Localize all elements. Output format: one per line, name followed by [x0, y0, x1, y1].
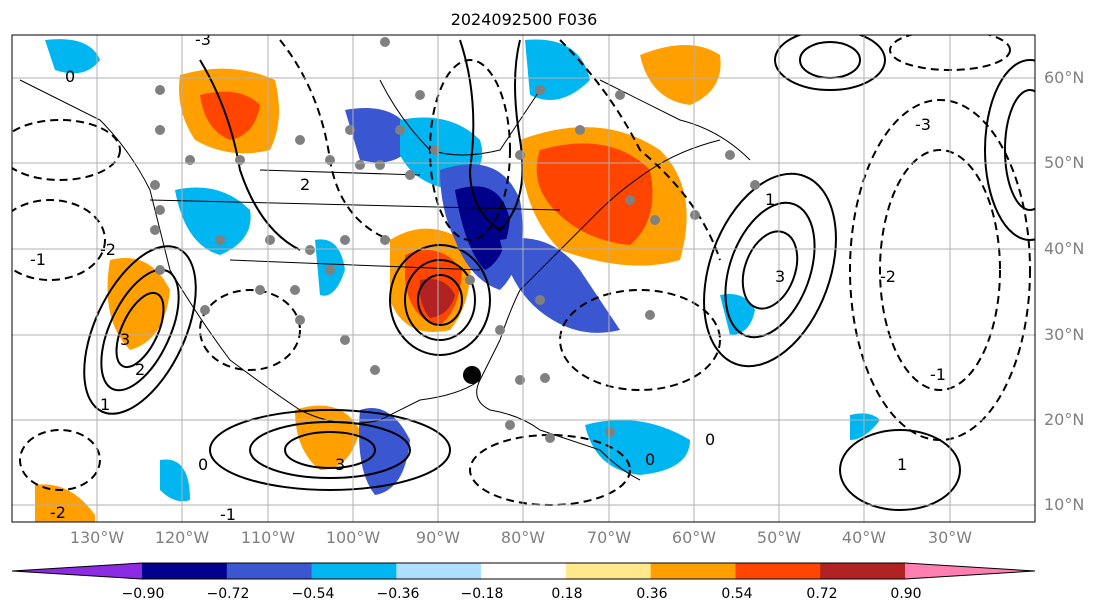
colorbar-extend-max [905, 563, 1035, 579]
colorbar-segment [396, 563, 482, 579]
contour-label: 1 [897, 455, 907, 474]
map-frame [11, 34, 1036, 523]
lon-label: 100°W [325, 528, 381, 547]
colorbar-tick-label: −0.54 [291, 586, 335, 602]
colorbar-outline [11, 562, 1036, 580]
storm-center-marker [463, 366, 481, 384]
contour-label: 3 [335, 455, 345, 474]
lon-label: 40°W [841, 528, 887, 547]
lon-label: 110°W [240, 528, 296, 547]
contour-label: 1 [100, 395, 110, 414]
contour-label: -2 [100, 240, 116, 259]
colorbar-tick-label: −0.36 [376, 586, 420, 602]
colorbar-segment [650, 563, 736, 579]
lon-label: 30°W [927, 528, 973, 547]
lon-label: 90°W [415, 528, 461, 547]
lat-label: 30°N [1044, 325, 1085, 344]
colorbar-segment [226, 563, 313, 579]
lon-label: 70°W [586, 528, 632, 547]
lat-label: 50°N [1044, 153, 1085, 172]
lat-label: 40°N [1044, 239, 1085, 258]
contour-label: 3 [120, 330, 130, 349]
colorbar-tick-label: −0.18 [460, 586, 504, 602]
contour-label: 2 [300, 175, 310, 194]
contour-label: 0 [645, 450, 655, 469]
lon-label: 120°W [154, 528, 210, 547]
colorbar-extend-min [12, 563, 142, 579]
contour-label: -2 [50, 503, 66, 522]
colorbar-segment [481, 563, 567, 579]
lon-label: 60°W [671, 528, 717, 547]
lat-label: 10°N [1044, 495, 1085, 514]
contour-label: -1 [220, 505, 236, 524]
contour-label: -1 [30, 250, 46, 269]
contour-label: -1 [930, 365, 946, 384]
contour-label: -3 [195, 30, 211, 49]
colorbar-segment [565, 563, 652, 579]
colorbar-tick-label: 0.36 [636, 586, 668, 602]
lon-label: 50°W [756, 528, 802, 547]
colorbar-tick-label: 0.72 [806, 586, 838, 602]
contour-label: 1 [765, 190, 775, 209]
lon-label: 80°W [500, 528, 546, 547]
coastlines [19, 79, 751, 481]
contour-labels: 0 -3 -2 -1 3 2 1 0 -1 2 3 -2 0 1 -1 3 0 … [30, 30, 946, 524]
contour-label: -3 [915, 115, 931, 134]
colorbar-tick-label: −0.90 [121, 586, 165, 602]
contour-label: 0 [65, 67, 75, 86]
colorbar-tick-label: 0.18 [551, 586, 583, 602]
map-title: 2024092500 F036 [450, 10, 598, 29]
colorbar-segment [735, 563, 821, 579]
graticule [12, 35, 1035, 522]
lat-label: 60°N [1044, 68, 1085, 87]
colorbar-segment [311, 563, 397, 579]
contour-label: 2 [135, 360, 145, 379]
contour-label: -2 [880, 267, 896, 286]
lon-label: 130°W [69, 528, 125, 547]
colorbar [11, 562, 1036, 580]
lat-label: 20°N [1044, 410, 1085, 429]
colorbar-tick-label: 0.54 [721, 586, 753, 602]
contour-label: 0 [705, 430, 715, 449]
contour-label: 0 [198, 455, 208, 474]
colorbar-tick-label: −0.72 [206, 586, 250, 602]
colorbar-segment [142, 563, 228, 579]
colorbar-tick-label: 0.90 [890, 586, 922, 602]
contour-label: 3 [775, 267, 785, 286]
colorbar-segment [820, 563, 906, 579]
